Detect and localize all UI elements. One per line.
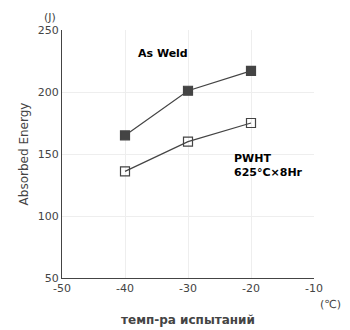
svg-text:(℃): (℃)	[320, 298, 341, 311]
svg-text:-20: -20	[242, 282, 260, 295]
svg-text:-30: -30	[179, 282, 197, 295]
svg-text:250: 250	[38, 24, 59, 37]
svg-text:Absorbed Energy: Absorbed Energy	[17, 103, 31, 206]
svg-text:(J): (J)	[44, 11, 56, 24]
svg-text:-50: -50	[53, 282, 71, 295]
svg-text:темп-ра испытаний: темп-ра испытаний	[121, 313, 255, 327]
svg-text:200: 200	[38, 86, 59, 99]
svg-text:100: 100	[38, 210, 59, 223]
svg-text:50: 50	[45, 272, 59, 285]
svg-text:PWHT625°C×8Hr: PWHT625°C×8Hr	[234, 152, 303, 179]
svg-text:As Weld: As Weld	[138, 47, 188, 60]
svg-text:-10: -10	[305, 282, 323, 295]
svg-text:-40: -40	[116, 282, 134, 295]
svg-text:150: 150	[38, 148, 59, 161]
